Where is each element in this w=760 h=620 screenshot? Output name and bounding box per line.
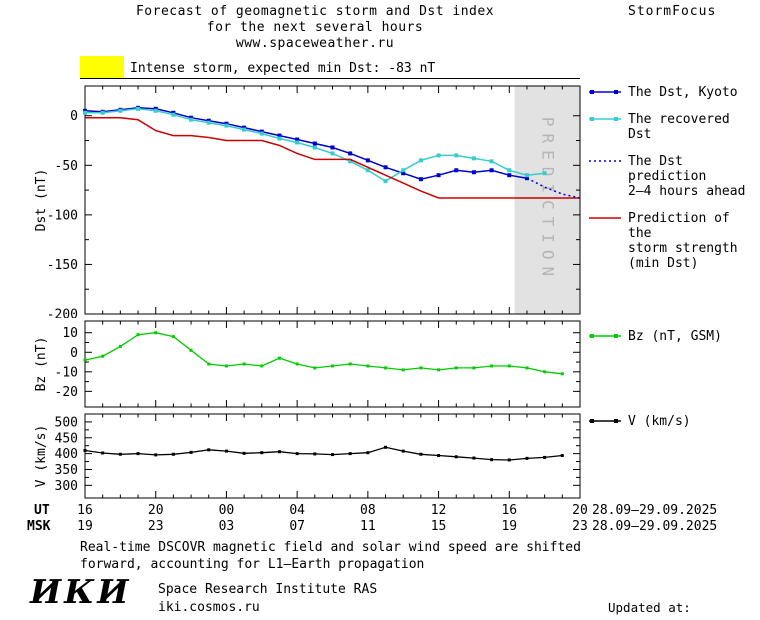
plot-box bbox=[84, 85, 581, 315]
y-axis-label: Dst (nT) bbox=[34, 169, 49, 232]
y-tick-label: 300 bbox=[55, 479, 78, 494]
ut-tick-label: 16 bbox=[77, 503, 93, 518]
msk-tick-label: 19 bbox=[501, 519, 518, 534]
legend-swatch-icon bbox=[589, 334, 621, 338]
y-tick-label: -20 bbox=[55, 385, 78, 400]
legend-item: Prediction of the storm strength (min Dst) bbox=[588, 211, 760, 271]
y-tick-label: 0 bbox=[70, 109, 78, 124]
legend-swatch-icon bbox=[589, 419, 621, 423]
y-tick-label: -100 bbox=[47, 208, 78, 223]
x-axis-labels: UT MSK 16 19 20 23 00 03 04 07 08 11 12 15 16 19 20 23 28.… bbox=[0, 503, 760, 537]
stormfocus-logo: StormFocus bbox=[628, 4, 717, 19]
dst-legend: The Dst, Kyoto The recovered Dst The Dst p… bbox=[588, 85, 760, 283]
y-tick-label: 0 bbox=[70, 346, 78, 361]
ut-tick-label: 04 bbox=[289, 503, 305, 518]
dst-chart: PREDICTION 0 -50 -100 -150 -200 Dst (nT) bbox=[34, 85, 581, 319]
series-bz-nt-gsm- bbox=[84, 332, 563, 375]
msk-tick-label: 15 bbox=[430, 519, 447, 534]
msk-axis-label: MSK bbox=[27, 519, 51, 534]
legend-swatch-icon bbox=[589, 217, 621, 219]
msk-tick-label: 07 bbox=[289, 519, 305, 534]
ut-date-range: 28.09–29.09.2025 bbox=[592, 503, 718, 518]
ut-tick-label: 20 bbox=[572, 503, 588, 518]
updated-label: Updated at: bbox=[608, 600, 691, 615]
legend-label: The Dst, Kyoto bbox=[628, 85, 738, 100]
ut-tick-label: 20 bbox=[147, 503, 164, 518]
institute-name: Space Research Institute RAS bbox=[158, 582, 378, 597]
series-prediction-of-the-storm-strength-min-dst- bbox=[85, 116, 580, 199]
storm-alert: Intense storm, expected min Dst: -83 nT bbox=[80, 46, 580, 79]
title-line-1: Forecast of geomagnetic storm and Dst in… bbox=[135, 4, 495, 19]
ut-tick-label: 16 bbox=[501, 503, 518, 518]
ut-tick-label: 00 bbox=[218, 503, 235, 518]
title-line-2: for the next several hours bbox=[206, 20, 424, 35]
ut-tick-label: 12 bbox=[430, 503, 447, 518]
y-tick-label: 350 bbox=[55, 463, 78, 478]
legend-label: V (km/s) bbox=[628, 414, 691, 429]
ut-axis-label: UT bbox=[34, 503, 50, 518]
prediction-band-label: PREDICTION bbox=[538, 117, 557, 283]
legend-item: Bz (nT, GSM) bbox=[588, 329, 760, 344]
legend-label: The Dst prediction 2–4 hours ahead bbox=[628, 154, 746, 199]
updated-block: Updated at: UT 16:05, 29.09.2025 MSK 19:… bbox=[594, 563, 752, 620]
y-tick-label: 500 bbox=[55, 415, 78, 430]
y-tick-label: 10 bbox=[62, 326, 78, 341]
footnote: Real-time DSCOVR magnetic field and sola… bbox=[80, 539, 625, 573]
y-tick-label: -150 bbox=[47, 258, 78, 273]
legend-swatch-icon bbox=[589, 117, 621, 121]
alert-swatch bbox=[80, 56, 124, 78]
msk-tick-label: 23 bbox=[147, 519, 164, 534]
title-line-3: www.spaceweather.ru bbox=[235, 36, 395, 51]
legend-label: Prediction of the storm strength (min Dst) bbox=[628, 211, 738, 271]
series-the-dst-kyoto bbox=[84, 107, 528, 180]
y-tick-label: 450 bbox=[55, 431, 78, 446]
y-tick-label: -10 bbox=[55, 365, 78, 380]
msk-tick-label: 19 bbox=[77, 519, 93, 534]
page-title: Forecast of geomagnetic storm and Dst in… bbox=[80, 4, 550, 52]
footnote-line-2: forward, accounting for L1–Earth propaga… bbox=[80, 557, 425, 572]
legend-item: The Dst prediction 2–4 hours ahead bbox=[588, 154, 760, 199]
legend-item: The Dst, Kyoto bbox=[588, 85, 760, 100]
legend-swatch-icon bbox=[589, 90, 621, 94]
v-legend: V (km/s) bbox=[588, 414, 760, 441]
alert-text: Intense storm, expected min Dst: -83 nT bbox=[130, 61, 436, 76]
footnote-line-1: Real-time DSCOVR magnetic field and sola… bbox=[80, 540, 581, 555]
prediction-band bbox=[514, 86, 580, 314]
msk-date-range: 28.09–29.09.2025 bbox=[592, 519, 718, 534]
iki-logo: ИКИ bbox=[30, 572, 132, 611]
y-axis-label: Bz (nT) bbox=[34, 337, 49, 392]
legend-item: The recovered Dst bbox=[588, 112, 760, 142]
msk-tick-label: 23 bbox=[572, 519, 588, 534]
legend-label: The recovered Dst bbox=[628, 112, 730, 142]
legend-label: Bz (nT, GSM) bbox=[628, 329, 722, 344]
y-tick-label: 400 bbox=[55, 447, 78, 462]
bz-chart: 10 0 -10 -20 Bz (nT) bbox=[34, 320, 581, 408]
series-v-km-s- bbox=[84, 446, 563, 461]
msk-tick-label: 03 bbox=[218, 519, 235, 534]
legend-item: V (km/s) bbox=[588, 414, 760, 429]
msk-tick-label: 11 bbox=[360, 519, 376, 534]
legend-swatch-icon bbox=[589, 160, 621, 162]
y-tick-label: -200 bbox=[47, 308, 78, 319]
y-tick-label: -50 bbox=[55, 159, 78, 174]
ut-tick-label: 08 bbox=[360, 503, 376, 518]
site-url: iki.cosmos.ru bbox=[158, 600, 260, 615]
y-axis-label: V (km/s) bbox=[34, 425, 49, 488]
bz-legend: Bz (nT, GSM) bbox=[588, 329, 760, 356]
